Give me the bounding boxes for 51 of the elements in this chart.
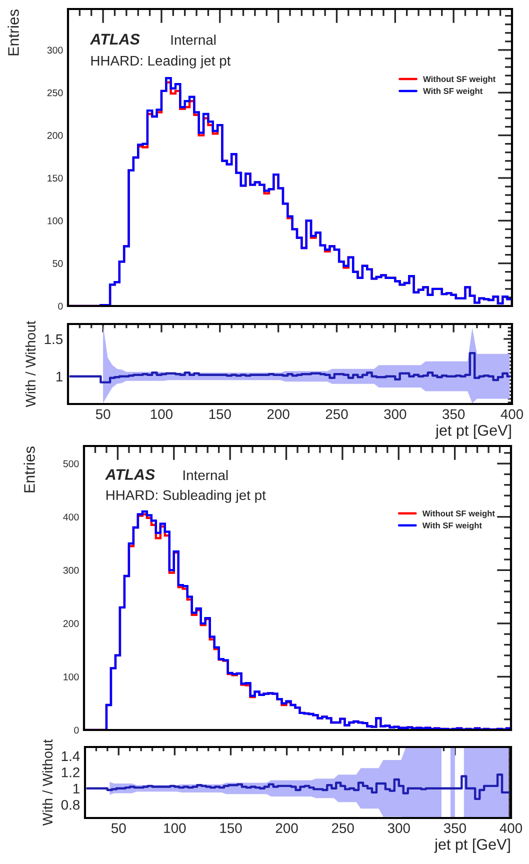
- x-tick-label: 200: [276, 823, 298, 834]
- x-tick-label: 200: [267, 409, 290, 420]
- legend-label: Without SF weight: [422, 510, 495, 518]
- y-tick-label: 1: [56, 372, 62, 382]
- y-axis-title: With / Without: [42, 739, 53, 826]
- y-tick-label: 200: [63, 620, 79, 628]
- x-tick-label: 150: [209, 409, 231, 420]
- annotation: Internal: [183, 470, 228, 480]
- y-axis-title: Entries: [24, 446, 35, 492]
- x-tick-label: 100: [150, 409, 173, 420]
- x-tick-label: 300: [388, 823, 410, 834]
- x-tick-label: 350: [444, 823, 466, 834]
- x-tick-label: 250: [326, 409, 348, 420]
- y-tick-label: 150: [48, 174, 63, 182]
- legend-label: Without SF weight: [423, 76, 496, 84]
- y-tick-label: 0: [58, 302, 63, 310]
- annotation: ATLAS: [105, 469, 155, 480]
- y-tick-label: 100: [64, 673, 79, 680]
- x-axis-title: jet pt [GeV]: [434, 838, 510, 853]
- x-tick-label: 400: [500, 409, 524, 420]
- y-tick-label: 400: [63, 514, 79, 520]
- x-tick-label: 250: [332, 823, 354, 834]
- y-tick-label: 300: [47, 46, 63, 54]
- x-tick-label: 400: [500, 823, 522, 834]
- x-tick-label: 50: [96, 409, 110, 420]
- x-axis-title: jet pt [GeV]: [435, 424, 511, 439]
- x-tick-label: 100: [164, 823, 186, 834]
- y-tick-label: 100: [48, 217, 63, 224]
- annotation: Internal: [171, 34, 216, 45]
- y-tick-label: 1.4: [62, 751, 80, 761]
- x-tick-label: 50: [111, 823, 126, 834]
- y-tick-label: 0.8: [61, 800, 80, 810]
- y-axis-title: Entries: [8, 10, 19, 56]
- annotation: ATLAS: [90, 34, 140, 45]
- legend-label: With SF weight: [423, 88, 483, 96]
- x-tick-label: 300: [384, 409, 406, 420]
- y-axis-title: With / Without: [25, 320, 36, 408]
- y-tick-label: 1.5: [44, 334, 63, 344]
- y-tick-label: 50: [52, 260, 63, 267]
- x-tick-label: 350: [442, 409, 465, 420]
- legend-label: With SF weight: [422, 522, 482, 530]
- annotation: HHARD: Leading jet pt: [91, 55, 231, 68]
- y-tick-label: 1: [73, 784, 80, 794]
- y-tick-label: 200: [47, 132, 63, 139]
- annotation: HHARD: Subleading jet pt: [106, 490, 266, 503]
- y-tick-label: 1.2: [62, 767, 80, 778]
- y-tick-label: 0: [74, 726, 79, 734]
- y-tick-label: 300: [63, 566, 79, 574]
- y-tick-label: 250: [47, 89, 63, 96]
- x-tick-label: 150: [220, 823, 242, 834]
- y-tick-label: 500: [63, 460, 79, 468]
